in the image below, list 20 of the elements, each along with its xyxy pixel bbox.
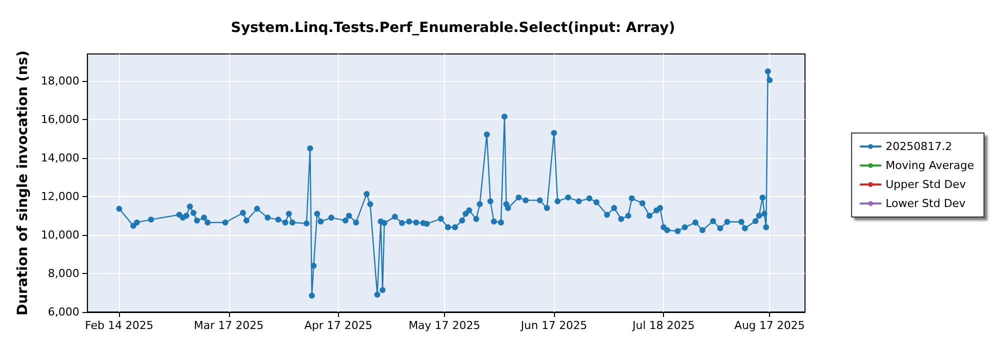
x-tick-label: Jul 18 2025 bbox=[631, 319, 695, 332]
x-tick-label: Mar 17 2025 bbox=[194, 319, 264, 332]
x-tick-label: Aug 17 2025 bbox=[734, 319, 805, 332]
x-tick-label: Feb 14 2025 bbox=[84, 319, 154, 332]
y-tick-label: 10,000 bbox=[40, 228, 80, 242]
x-tick-label: May 17 2025 bbox=[408, 319, 480, 332]
y-tick-label: 18,000 bbox=[40, 74, 80, 88]
legend-label: Moving Average bbox=[886, 159, 974, 172]
chart-title: System.Linq.Tests.Perf_Enumerable.Select(input: Array) bbox=[230, 20, 676, 36]
x-tick-label: Apr 17 2025 bbox=[304, 319, 372, 332]
y-tick-label: 6,000 bbox=[48, 306, 80, 318]
y-axis-title: Duration of single invocation (ns) bbox=[15, 50, 31, 316]
y-tick-label: 16,000 bbox=[40, 112, 80, 126]
legend-label: 20250817.2 bbox=[886, 140, 952, 153]
legend-label: Upper Std Dev bbox=[886, 178, 966, 191]
y-tick-label: 8,000 bbox=[48, 266, 80, 280]
legend-label: Lower Std Dev bbox=[886, 197, 966, 210]
x-tick-label: Jun 17 2025 bbox=[520, 319, 588, 332]
y-tick-label: 14,000 bbox=[40, 151, 80, 164]
y-tick-label: 12,000 bbox=[40, 190, 80, 203]
